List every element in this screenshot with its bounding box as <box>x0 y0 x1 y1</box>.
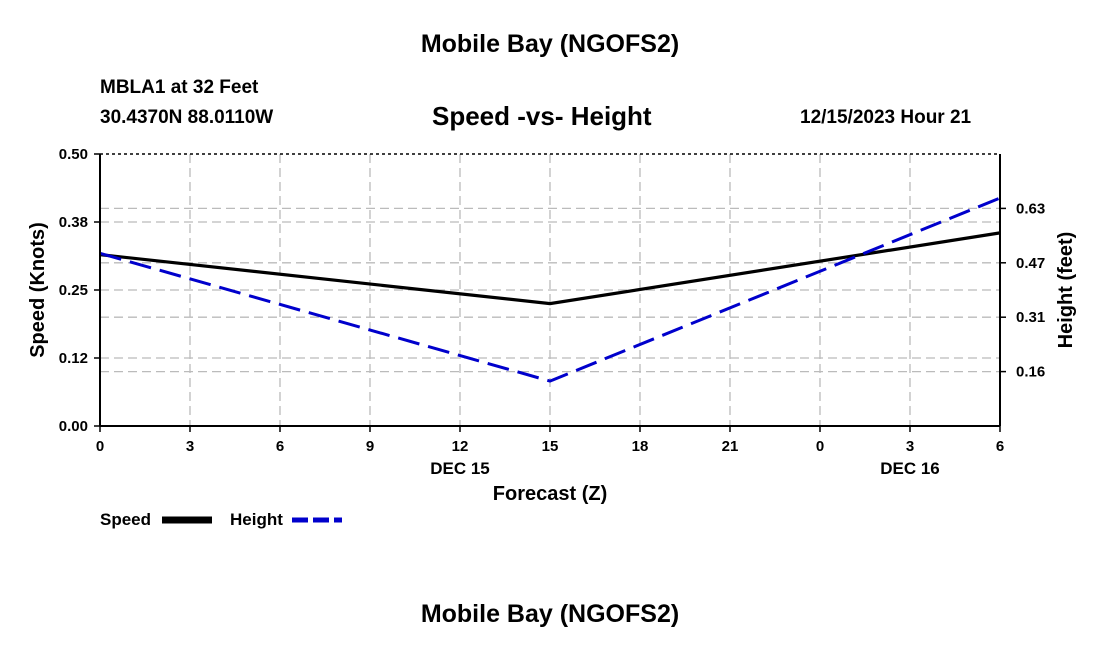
y2-tick-label: 0.47 <box>1016 255 1045 272</box>
legend-speed-label: Speed <box>100 510 152 529</box>
grid-lines <box>100 154 1000 426</box>
y2-tick-label: 0.31 <box>1016 309 1045 326</box>
x-date-label: DEC 15 <box>430 459 490 478</box>
x-axis-label: Forecast (Z) <box>493 483 607 505</box>
legend-height-label: Height <box>230 510 283 529</box>
x-date-label: DEC 16 <box>880 459 940 478</box>
station-coordinates: 30.4370N 88.0110W <box>100 107 274 128</box>
x-tick-label: 0 <box>96 438 104 455</box>
region-title: Mobile Bay (NGOFS2) <box>420 30 680 58</box>
x-tick-label: 3 <box>906 438 914 455</box>
y-tick-label: 0.50 <box>59 146 88 163</box>
axes <box>94 153 1006 432</box>
series-lines <box>99 196 1001 383</box>
y2-tick-label: 0.16 <box>1016 364 1045 381</box>
x-tick-label: 6 <box>996 438 1004 455</box>
x-tick-label: 6 <box>276 438 284 455</box>
x-tick-label: 0 <box>816 438 824 455</box>
footer-region-title: Mobile Bay (NGOFS2) <box>420 600 680 628</box>
y2-axis-label: Height (feet) <box>1055 232 1077 349</box>
y2-tick-label: 0.63 <box>1016 200 1045 217</box>
x-tick-label: 3 <box>186 438 194 455</box>
x-tick-label: 21 <box>722 438 739 455</box>
series-line-height <box>99 196 1001 383</box>
x-tick-label: 18 <box>632 438 649 455</box>
y-tick-label: 0.25 <box>59 282 88 299</box>
x-tick-label: 9 <box>366 438 374 455</box>
chart-title: Speed -vs- Height <box>432 101 652 131</box>
series-line-speed <box>99 231 1001 306</box>
station-label: MBLA1 at 32 Feet <box>100 77 259 98</box>
x-tick-label: 15 <box>542 438 559 455</box>
tick-labels: 0 3 6 9 12 15 18 21 0 3 6 DEC 15 DEC 16 0.00 0.12 0.25 0… <box>59 146 1045 478</box>
x-tick-label: 12 <box>452 438 469 455</box>
y-tick-label: 0.00 <box>59 418 88 435</box>
y-tick-label: 0.38 <box>59 214 88 231</box>
y-axis-label: Speed (Knots) <box>27 222 49 358</box>
y-tick-label: 0.12 <box>59 350 88 367</box>
forecast-timestamp: 12/15/2023 Hour 21 <box>800 107 972 128</box>
